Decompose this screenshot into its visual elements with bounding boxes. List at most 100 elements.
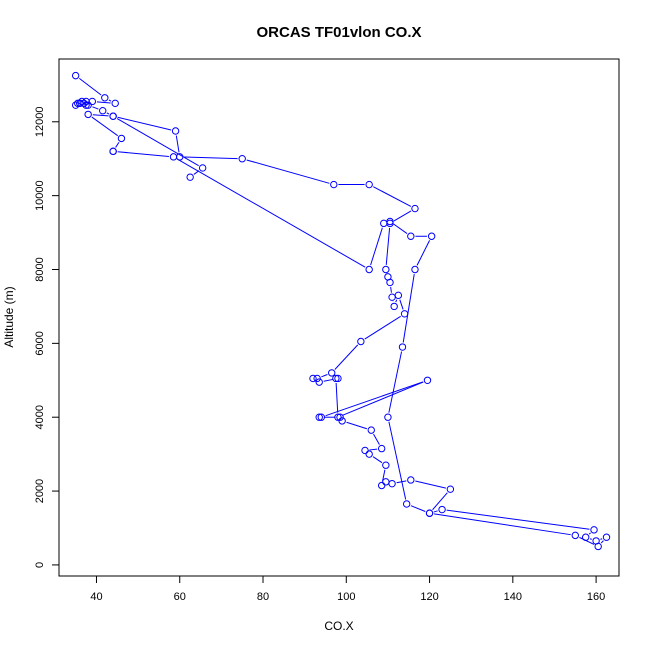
data-point xyxy=(238,155,246,163)
series-segment xyxy=(106,112,110,115)
series-segment xyxy=(432,492,448,511)
data-point xyxy=(594,542,602,551)
data-point xyxy=(198,164,207,172)
data-point xyxy=(380,219,388,228)
x-tick-label: 60 xyxy=(174,591,186,603)
data-point xyxy=(411,204,419,213)
data-point xyxy=(446,485,455,493)
data-point xyxy=(84,110,92,119)
series-segment xyxy=(370,227,383,266)
series-segment xyxy=(390,286,392,293)
series-segment xyxy=(446,509,590,530)
data-series xyxy=(71,71,611,551)
data-point xyxy=(402,500,411,508)
data-point xyxy=(438,505,446,514)
series-segment xyxy=(393,210,412,222)
series-segment xyxy=(342,381,424,416)
data-point xyxy=(400,310,409,318)
data-point xyxy=(425,509,434,517)
data-point xyxy=(571,531,579,540)
x-tick-label: 100 xyxy=(337,591,355,603)
series-segment xyxy=(600,540,604,544)
series-segment xyxy=(433,510,438,513)
series-segment xyxy=(399,299,404,310)
series-segment xyxy=(369,448,378,451)
series-segment xyxy=(92,106,99,110)
data-point xyxy=(377,481,386,490)
data-point xyxy=(382,265,390,274)
data-point xyxy=(365,265,373,274)
data-point xyxy=(317,413,326,421)
series-segment xyxy=(416,240,431,266)
series-segment xyxy=(334,344,359,370)
series-segment xyxy=(373,186,412,207)
series-segment xyxy=(393,223,408,235)
data-point xyxy=(334,413,342,421)
series-segment xyxy=(117,116,172,131)
data-point xyxy=(186,173,194,181)
data-point xyxy=(71,101,80,109)
data-point xyxy=(365,180,373,189)
x-tick-label: 80 xyxy=(257,591,269,603)
y-axis-label: Altitude (m) xyxy=(2,286,16,347)
data-point xyxy=(80,99,88,108)
series-segment xyxy=(415,480,447,489)
y-tick-label: 0 xyxy=(34,562,46,568)
data-point xyxy=(382,461,390,469)
y-tick-label: 6000 xyxy=(34,331,46,355)
data-point xyxy=(99,107,107,115)
data-point xyxy=(390,302,398,311)
series-segment xyxy=(115,141,120,148)
x-tick-label: 160 xyxy=(587,591,605,603)
series-segment xyxy=(346,421,368,430)
series-segment xyxy=(79,78,102,96)
chart-title: ORCAS TF01vlon CO.X xyxy=(256,24,421,41)
series-segment xyxy=(372,456,383,464)
data-point xyxy=(602,533,611,541)
series-segment xyxy=(373,433,380,445)
series-segment xyxy=(323,378,334,382)
data-point xyxy=(357,337,365,346)
series-segment xyxy=(91,116,119,137)
data-point xyxy=(109,147,117,156)
data-point xyxy=(78,97,86,106)
series-segment xyxy=(325,381,424,417)
data-point xyxy=(398,343,407,351)
data-point xyxy=(84,101,92,109)
x-tick-label: 120 xyxy=(420,591,438,603)
series-segment xyxy=(184,156,238,160)
series-segment xyxy=(588,532,591,535)
series-segment xyxy=(116,118,199,167)
data-point xyxy=(315,413,323,421)
data-point xyxy=(117,134,126,143)
data-point xyxy=(336,413,344,421)
data-point xyxy=(384,413,392,421)
y-tick-label: 10000 xyxy=(34,180,46,211)
data-point xyxy=(367,426,375,434)
series-segment xyxy=(108,99,112,102)
y-tick-label: 8000 xyxy=(34,257,46,281)
data-point xyxy=(330,180,338,189)
series-segment xyxy=(579,536,595,545)
series-segment xyxy=(92,114,109,117)
series-segment xyxy=(335,382,339,413)
data-point xyxy=(309,374,317,383)
data-point xyxy=(407,476,415,484)
data-point xyxy=(338,417,346,425)
y-tick-label: 12000 xyxy=(34,106,46,137)
series-segment xyxy=(321,374,328,378)
data-point xyxy=(101,94,109,102)
series-segment xyxy=(175,135,180,153)
data-point xyxy=(82,101,90,109)
data-point xyxy=(382,478,390,486)
data-point xyxy=(394,291,403,300)
x-tick-label: 40 xyxy=(90,591,102,603)
data-point xyxy=(423,376,432,384)
data-point xyxy=(169,153,178,161)
data-point xyxy=(388,293,396,301)
data-point xyxy=(171,127,180,135)
data-point xyxy=(365,450,373,458)
data-point xyxy=(71,71,80,80)
data-point xyxy=(377,444,386,453)
